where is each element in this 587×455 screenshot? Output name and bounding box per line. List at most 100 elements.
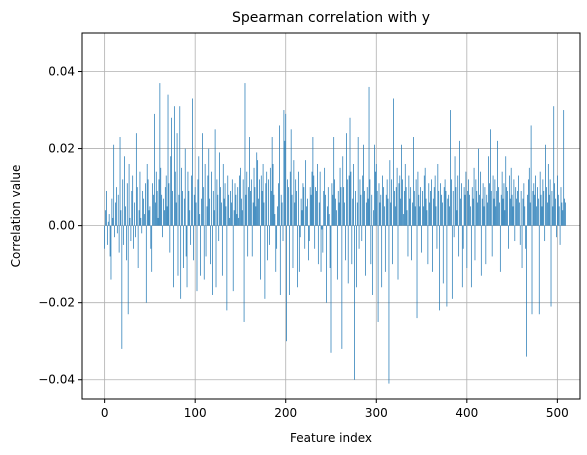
bar xyxy=(201,198,202,226)
bar xyxy=(298,225,300,272)
bar xyxy=(561,202,563,226)
bar xyxy=(337,190,339,226)
bar xyxy=(202,187,204,226)
bar xyxy=(389,160,391,226)
bar xyxy=(440,183,441,226)
bar xyxy=(457,175,459,226)
bar xyxy=(219,152,220,226)
bar xyxy=(542,179,544,226)
bar xyxy=(407,225,409,257)
x-tick-label: 500 xyxy=(546,406,569,420)
bar xyxy=(186,225,188,288)
bar xyxy=(541,206,543,226)
bar xyxy=(307,198,308,226)
bar xyxy=(271,137,273,226)
bar xyxy=(144,214,145,226)
bar xyxy=(518,175,519,226)
bar xyxy=(527,194,528,226)
bar xyxy=(169,225,171,253)
bar xyxy=(257,160,259,226)
bar xyxy=(451,179,452,226)
bar xyxy=(112,217,114,226)
bar xyxy=(250,179,252,226)
bar xyxy=(156,190,158,226)
bar xyxy=(415,179,417,226)
bar xyxy=(212,190,214,226)
bar xyxy=(438,190,440,226)
bar xyxy=(235,194,237,226)
bar xyxy=(464,194,466,226)
bar xyxy=(467,190,469,226)
bar xyxy=(468,179,469,226)
bar xyxy=(413,137,414,226)
bar xyxy=(269,225,270,245)
bar xyxy=(243,225,245,322)
bar xyxy=(231,179,233,226)
bar xyxy=(400,198,402,226)
bar xyxy=(115,202,116,226)
bar xyxy=(419,206,421,226)
bar xyxy=(122,179,124,226)
bar xyxy=(248,187,249,226)
bar xyxy=(142,190,144,226)
bar xyxy=(456,210,458,226)
bar xyxy=(108,214,110,226)
bar xyxy=(484,187,486,226)
bar xyxy=(496,190,498,226)
bar xyxy=(531,225,533,315)
bar xyxy=(557,194,559,226)
bar xyxy=(536,206,537,226)
bar xyxy=(423,175,425,226)
bar xyxy=(129,217,131,226)
y-axis-title: Correlation value xyxy=(9,165,23,268)
bar xyxy=(251,225,253,257)
bar xyxy=(183,225,184,269)
bar xyxy=(197,179,199,226)
bar xyxy=(390,202,392,226)
bar xyxy=(226,225,228,311)
bar xyxy=(336,225,338,280)
bar xyxy=(410,187,412,226)
bar xyxy=(288,225,290,295)
bar xyxy=(145,183,146,226)
bar xyxy=(376,190,378,226)
bar xyxy=(267,225,268,261)
bar xyxy=(497,140,498,226)
bar xyxy=(433,187,435,226)
bar xyxy=(374,144,375,226)
bar xyxy=(205,225,207,257)
bar xyxy=(265,183,267,226)
bar xyxy=(214,129,216,226)
bar xyxy=(136,187,138,226)
bar xyxy=(553,106,555,226)
bar xyxy=(466,225,468,269)
bar xyxy=(380,194,382,226)
bar xyxy=(246,171,248,226)
bar xyxy=(260,175,262,226)
bar xyxy=(161,194,163,226)
bar xyxy=(164,210,165,226)
bar xyxy=(134,202,135,226)
bar xyxy=(222,163,224,226)
bar xyxy=(289,171,291,226)
bar xyxy=(411,225,412,261)
bar xyxy=(229,217,230,226)
bar xyxy=(481,198,483,226)
bar xyxy=(341,225,343,349)
bar xyxy=(404,163,406,226)
bar xyxy=(460,198,461,226)
bar xyxy=(294,202,296,226)
bar xyxy=(282,225,284,242)
bar xyxy=(558,206,560,226)
bar xyxy=(515,187,517,226)
bar xyxy=(315,187,316,226)
bar xyxy=(190,225,192,245)
bar xyxy=(206,206,208,226)
bar xyxy=(537,187,538,226)
bar xyxy=(412,202,413,226)
bar xyxy=(396,167,398,226)
bar xyxy=(472,198,474,226)
bar xyxy=(327,206,328,226)
bar xyxy=(234,183,236,226)
